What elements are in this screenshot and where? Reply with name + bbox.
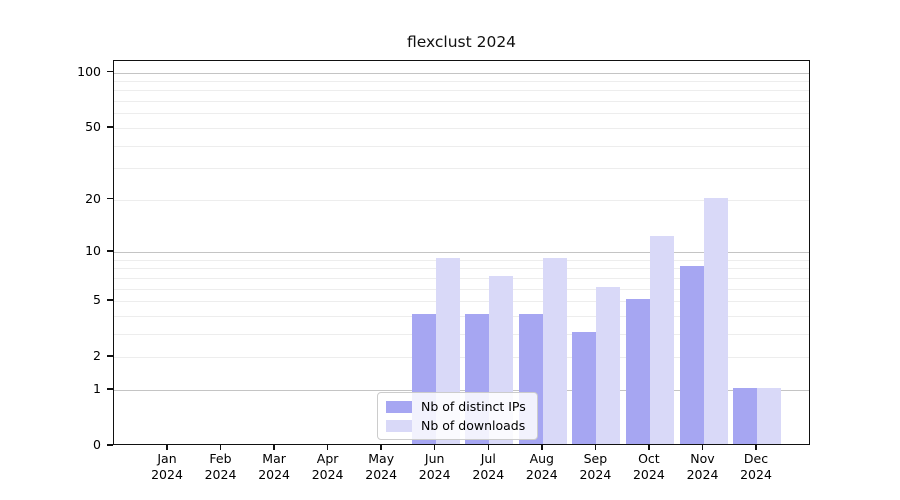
y-tick-label-50: 50 <box>85 118 101 134</box>
y-tick-mark <box>107 444 113 446</box>
x-tick-label-apr: Apr 2024 <box>311 451 344 482</box>
x-tick-label-jan: Jan 2024 <box>151 451 183 482</box>
gridline-2 <box>114 357 809 359</box>
x-tick-mark <box>380 445 382 450</box>
gridline-20 <box>114 199 809 201</box>
y-tick-label-2: 2 <box>93 348 101 364</box>
bar-downloads-aug <box>542 257 567 444</box>
x-tick-mark <box>273 445 275 450</box>
gridline-30 <box>114 168 809 170</box>
gridline-80 <box>114 90 809 92</box>
y-tick-mark <box>107 355 113 357</box>
gridline-1 <box>114 389 809 391</box>
x-tick-mark <box>166 445 168 450</box>
gridline-4 <box>114 315 809 317</box>
x-tick-label-oct: Oct 2024 <box>632 451 665 482</box>
x-tick-mark <box>487 445 490 450</box>
y-tick-label-10: 10 <box>85 243 101 258</box>
y-tick-mark <box>107 388 113 390</box>
bar-downloads-nov <box>703 197 728 444</box>
gridline-90 <box>114 81 809 82</box>
legend-swatch-distinct-ips <box>386 400 412 413</box>
legend-item-downloads: Nb of downloads <box>386 418 526 433</box>
legend-label-distinct-ips: Nb of distinct IPs <box>421 399 526 414</box>
plot-area: Nb of distinct IPs Nb of downloads <box>113 60 810 445</box>
gridline-8 <box>114 268 809 270</box>
gridline-100 <box>114 72 809 74</box>
x-tick-label-nov: Nov 2024 <box>686 451 719 482</box>
x-tick-mark <box>648 445 650 450</box>
legend-item-distinct-ips: Nb of distinct IPs <box>386 399 526 414</box>
bar-downloads-oct <box>649 236 674 444</box>
x-tick-mark <box>755 445 757 450</box>
y-tick-label-0: 0 <box>93 437 101 452</box>
gridline-60 <box>114 113 809 115</box>
chart-title: flexclust 2024 <box>406 33 517 51</box>
x-tick-label-feb: Feb 2024 <box>204 451 237 482</box>
bar-distinct-ips-dec <box>733 387 757 444</box>
bar-distinct-ips-oct <box>625 299 650 444</box>
y-tick-mark <box>107 299 113 301</box>
x-tick-label-may: May 2024 <box>365 451 398 482</box>
y-tick-label-100: 100 <box>77 63 101 79</box>
gridline-50 <box>114 127 809 129</box>
gridline-5 <box>114 301 809 302</box>
gridline-7 <box>114 277 809 279</box>
x-tick-mark <box>326 445 329 450</box>
legend-swatch-downloads <box>386 419 412 432</box>
y-tick-mark <box>107 126 113 128</box>
y-tick-label-20: 20 <box>85 190 101 206</box>
gridline-9 <box>114 259 809 261</box>
y-tick-label-5: 5 <box>93 292 101 307</box>
x-tick-label-aug: Aug 2024 <box>525 451 558 482</box>
x-tick-label-jun: Jun 2024 <box>418 451 451 482</box>
gridline-3 <box>114 333 809 335</box>
gridline-10 <box>114 252 809 253</box>
x-tick-label-jul: Jul 2024 <box>472 451 505 482</box>
y-tick-mark <box>107 197 113 200</box>
x-tick-mark <box>701 445 704 450</box>
legend-label-downloads: Nb of downloads <box>421 418 526 433</box>
x-tick-mark <box>433 445 436 450</box>
x-tick-mark <box>219 445 222 450</box>
gridline-6 <box>114 288 809 290</box>
y-tick-mark <box>107 70 113 73</box>
x-tick-label-dec: Dec 2024 <box>740 451 772 482</box>
bar-distinct-ips-nov <box>679 266 704 444</box>
x-tick-label-mar: Mar 2024 <box>258 451 290 482</box>
gridline-40 <box>114 145 809 147</box>
x-tick-mark <box>541 445 543 450</box>
y-tick-label-1: 1 <box>93 380 101 396</box>
bar-downloads-dec <box>757 387 781 444</box>
bar-distinct-ips-sep <box>572 331 597 444</box>
x-tick-mark <box>594 445 597 450</box>
bar-downloads-sep <box>596 286 621 444</box>
gridline-70 <box>114 101 809 103</box>
legend: Nb of distinct IPs Nb of downloads <box>377 392 538 440</box>
x-tick-label-sep: Sep 2024 <box>579 451 612 482</box>
y-tick-mark <box>107 250 113 252</box>
